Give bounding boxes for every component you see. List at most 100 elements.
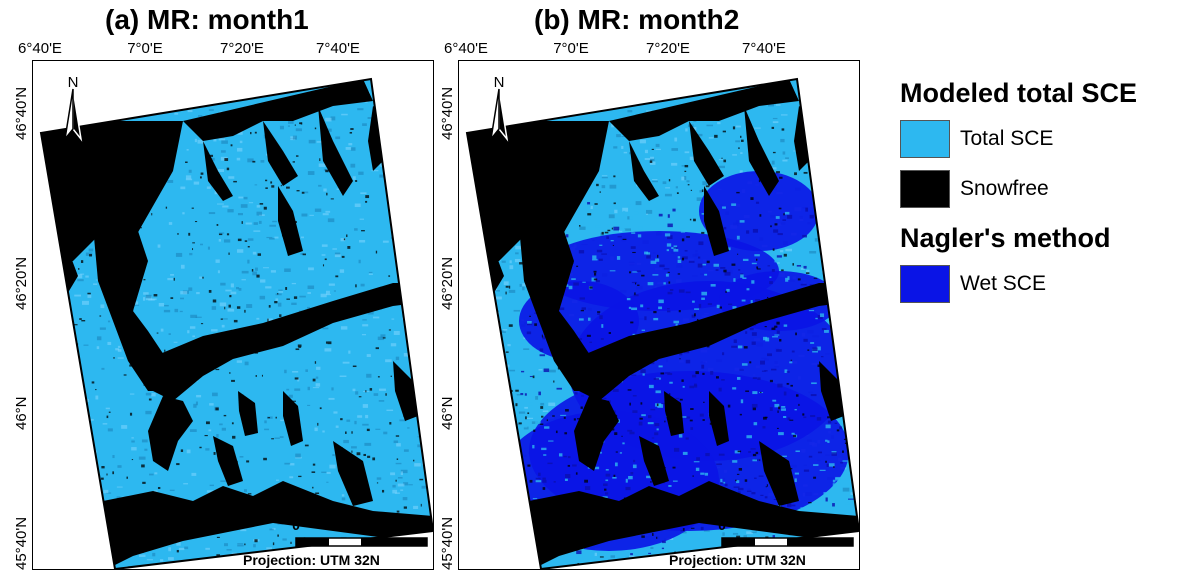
- terrain-texture: [276, 479, 279, 481]
- snowfree-speckle: [797, 139, 800, 141]
- snowfree-speckle: [667, 271, 670, 273]
- snowfree-speckle: [475, 370, 477, 373]
- terrain-texture: [695, 70, 698, 71]
- terrain-texture: [735, 125, 741, 128]
- terrain-texture: [74, 480, 79, 483]
- terrain-texture: [785, 277, 789, 282]
- terrain-texture: [604, 86, 608, 91]
- terrain-texture: [77, 274, 83, 279]
- terrain-texture: [36, 435, 39, 438]
- terrain-texture: [691, 314, 696, 318]
- terrain-texture: [415, 212, 421, 216]
- terrain-texture: [468, 113, 476, 116]
- snowfree-speckle: [402, 301, 407, 304]
- snowfree-speckle: [589, 363, 592, 366]
- snowfree-speckle: [61, 220, 63, 223]
- terrain-texture: [774, 64, 777, 66]
- snowfree-speckle: [210, 367, 212, 370]
- terrain-texture: [650, 408, 656, 411]
- snowfree-speckle: [416, 351, 418, 354]
- terrain-texture: [662, 540, 666, 544]
- terrain-texture: [633, 459, 636, 463]
- terrain-texture: [852, 411, 856, 416]
- terrain-texture: [157, 75, 163, 76]
- terrain-texture: [301, 213, 308, 217]
- terrain-texture: [365, 101, 368, 103]
- snowfree-speckle: [89, 254, 93, 257]
- terrain-texture: [146, 567, 151, 569]
- terrain-texture: [74, 389, 81, 393]
- snowfree-speckle: [94, 508, 97, 511]
- snowfree-speckle: [114, 154, 118, 157]
- terrain-texture: [265, 286, 272, 289]
- terrain-texture: [314, 208, 322, 212]
- terrain-texture: [80, 456, 86, 460]
- snowfree-speckle: [781, 128, 785, 131]
- terrain-texture: [260, 279, 266, 283]
- terrain-texture: [274, 437, 280, 439]
- snowfree-speckle: [153, 294, 158, 297]
- snowfree-speckle: [627, 389, 632, 391]
- terrain-texture: [637, 234, 642, 238]
- terrain-texture: [648, 384, 654, 389]
- terrain-texture: [520, 474, 523, 476]
- terrain-texture: [474, 277, 480, 280]
- terrain-texture: [646, 254, 651, 259]
- snowfree-speckle: [846, 210, 849, 213]
- north-label: N: [494, 74, 505, 91]
- terrain-texture: [264, 428, 270, 431]
- snowfree-speckle: [347, 246, 351, 249]
- snowfree-speckle: [304, 444, 309, 447]
- snowfree-speckle: [202, 276, 204, 279]
- terrain-texture: [131, 447, 137, 451]
- terrain-texture: [835, 312, 841, 315]
- terrain-texture: [757, 377, 761, 380]
- terrain-texture: [824, 565, 830, 569]
- terrain-texture: [548, 440, 554, 442]
- snowfree-speckle: [403, 506, 407, 509]
- terrain-texture: [104, 553, 109, 555]
- snowfree-speckle: [235, 460, 238, 464]
- snowfree-speckle: [547, 517, 550, 520]
- terrain-texture: [794, 408, 797, 411]
- terrain-texture: [304, 191, 309, 194]
- terrain-texture: [145, 392, 152, 396]
- snowfree-valley: [278, 186, 303, 256]
- snowfree-speckle: [126, 231, 129, 233]
- snowfree-speckle: [327, 341, 332, 345]
- snowfree-speckle: [560, 274, 563, 277]
- terrain-texture: [407, 211, 414, 214]
- terrain-texture: [626, 297, 631, 301]
- terrain-texture: [732, 460, 738, 463]
- snowfree-speckle: [540, 406, 544, 409]
- terrain-texture: [400, 489, 404, 491]
- snowfree-speckle: [247, 498, 250, 502]
- terrain-texture: [196, 394, 202, 398]
- terrain-texture: [259, 295, 266, 300]
- terrain-texture: [204, 79, 211, 82]
- snowfree-speckle: [490, 151, 494, 154]
- terrain-texture: [654, 423, 660, 427]
- terrain-texture: [724, 271, 731, 276]
- terrain-texture: [315, 84, 319, 86]
- terrain-texture: [472, 380, 475, 384]
- snowfree-speckle: [632, 251, 636, 254]
- terrain-texture: [70, 557, 73, 559]
- terrain-texture: [629, 555, 635, 558]
- snowfree-speckle: [315, 492, 320, 494]
- terrain-texture: [848, 559, 852, 561]
- terrain-texture: [493, 568, 499, 569]
- lat-tick: 46°40'N: [439, 86, 456, 140]
- snowfree-speckle: [277, 293, 279, 295]
- terrain-texture: [413, 505, 419, 509]
- terrain-texture: [238, 287, 242, 291]
- terrain-texture: [94, 546, 99, 549]
- terrain-texture: [90, 493, 95, 496]
- snowfree-speckle: [844, 234, 846, 236]
- snowfree-valley: [368, 106, 393, 171]
- terrain-texture: [682, 256, 688, 260]
- terrain-texture: [755, 299, 760, 303]
- terrain-texture: [43, 251, 50, 254]
- terrain-texture: [677, 259, 682, 263]
- terrain-texture: [681, 176, 685, 181]
